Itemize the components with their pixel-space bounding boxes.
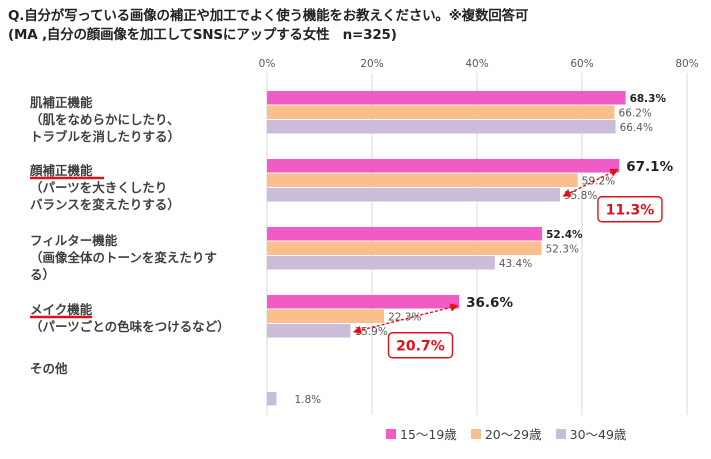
legend-swatch-30-49 <box>555 428 566 439</box>
difference-callout <box>597 196 663 223</box>
data-label: 59.2% <box>582 175 615 187</box>
category-description: トラブルを消したりする） <box>30 129 181 144</box>
category-name: フィルター機能 <box>30 233 118 248</box>
category-description: る） <box>30 267 56 282</box>
bar-30-49 <box>267 188 560 202</box>
chart-title: Q.自分が写っている画像の補正や加工でよく使う機能をお教えください。※複数回答可 <box>8 8 529 24</box>
bar-20-29 <box>267 309 385 323</box>
bar-15-19 <box>267 227 543 241</box>
data-label: 66.4% <box>620 122 653 134</box>
data-label: 66.2% <box>619 107 652 119</box>
data-label: 43.4% <box>499 258 532 270</box>
category-name: その他 <box>30 361 68 376</box>
bar-20-29 <box>267 241 542 255</box>
bar-30-49 <box>267 120 616 134</box>
data-label: 55.8% <box>564 190 597 202</box>
x-tick-label: 0% <box>259 58 276 70</box>
legend-item-30-49: 30〜49歳 <box>555 424 627 443</box>
category-label: その他 <box>30 360 68 377</box>
difference-callout <box>387 332 454 359</box>
legend: 15〜19歳 20〜29歳 30〜49歳 <box>386 424 626 443</box>
bar-20-29 <box>267 105 615 119</box>
legend-item-15-19: 15〜19歳 <box>386 424 457 443</box>
legend-label-20-29: 20〜29歳 <box>484 427 542 442</box>
chart-subtitle: (MA ,自分の顔画像を加工してSNSにアップする女性 n=325) <box>8 27 397 43</box>
category-label: メイク機能 （パーツごとの色味をつけるなど） <box>30 301 230 335</box>
data-label: 52.4% <box>546 229 583 241</box>
category-label: フィルター機能 （画像全体のトーンを変えたりす る） <box>30 232 217 283</box>
category-description: （パーツごとの色味をつけるなど） <box>30 319 230 334</box>
category-description: （画像全体のトーンを変えたりす <box>30 250 217 265</box>
x-tick-label: 40% <box>465 58 488 70</box>
category-label: 顔補正機能 （パーツを大きくしたり バランスを変えたりする） <box>30 162 180 213</box>
data-label: 1.8% <box>294 394 321 406</box>
bar-30-49 <box>267 324 351 338</box>
legend-swatch-20-29 <box>470 428 481 439</box>
data-label: 15.9% <box>354 326 387 338</box>
bar-30-49 <box>267 392 277 406</box>
bar-30-49 <box>267 256 495 270</box>
data-label: 36.6% <box>466 295 513 311</box>
category-name: 肌補正機能 <box>30 95 93 110</box>
difference-label: 11.3% <box>606 202 655 218</box>
data-label: 68.3% <box>630 93 667 105</box>
category-description: （肌をなめらかにしたり、 <box>30 112 180 127</box>
difference-arrow <box>352 303 459 335</box>
category-name: メイク機能 <box>30 302 93 317</box>
legend-label-15-19: 15〜19歳 <box>400 427 457 442</box>
x-tick-label: 80% <box>675 58 698 70</box>
legend-label-30-49: 30〜49歳 <box>569 427 627 442</box>
bar-20-29 <box>267 173 578 187</box>
legend-item-20-29: 20〜29歳 <box>470 424 542 443</box>
legend-swatch-15-19 <box>386 428 396 439</box>
bar-15-19 <box>267 159 620 173</box>
bar-15-19 <box>267 91 626 105</box>
category-label: 肌補正機能 （肌をなめらかにしたり、 トラブルを消したりする） <box>30 94 180 145</box>
x-tick-label: 60% <box>570 58 593 70</box>
difference-label: 20.7% <box>396 338 445 354</box>
x-tick-label: 20% <box>360 58 383 70</box>
data-label: 67.1% <box>626 159 673 175</box>
category-description: （パーツを大きくしたり <box>30 180 168 195</box>
bar-15-19 <box>267 295 460 309</box>
category-name: 顔補正機能 <box>30 163 93 178</box>
data-label: 52.3% <box>546 243 579 255</box>
category-description: バランスを変えたりする） <box>30 197 180 212</box>
